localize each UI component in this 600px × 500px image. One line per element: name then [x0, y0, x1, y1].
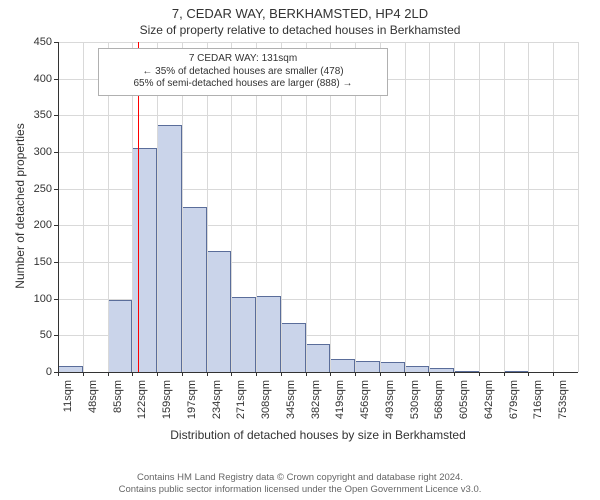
xtick-label: 716sqm: [532, 380, 544, 428]
xtick-mark: [528, 372, 529, 376]
xtick-label: 197sqm: [186, 380, 198, 428]
ytick-mark: [54, 262, 58, 263]
xtick-label: 345sqm: [285, 380, 297, 428]
histogram-bar: [306, 344, 331, 372]
xtick-mark: [355, 372, 356, 376]
xtick-label: 271sqm: [235, 380, 247, 428]
xtick-label: 568sqm: [433, 380, 445, 428]
xtick-label: 159sqm: [161, 380, 173, 428]
xtick-mark: [157, 372, 158, 376]
xtick-label: 234sqm: [211, 380, 223, 428]
xtick-mark: [405, 372, 406, 376]
annot-line-3: 65% of semi-detached houses are larger (…: [105, 78, 381, 91]
ytick-label: 450: [28, 36, 52, 48]
histogram-bar: [182, 207, 207, 372]
ytick-mark: [54, 42, 58, 43]
ytick-label: 300: [28, 146, 52, 158]
gridline-v: [429, 42, 430, 372]
xtick-label: 11sqm: [62, 380, 74, 428]
gridline-v: [479, 42, 480, 372]
histogram-bar: [355, 361, 380, 372]
xtick-mark: [207, 372, 208, 376]
ytick-mark: [54, 225, 58, 226]
xtick-label: 382sqm: [310, 380, 322, 428]
xtick-label: 530sqm: [409, 380, 421, 428]
attribution-text: Contains HM Land Registry data © Crown c…: [0, 472, 600, 496]
ytick-label: 100: [28, 293, 52, 305]
xtick-label: 308sqm: [260, 380, 272, 428]
histogram-bar: [108, 300, 133, 372]
gridline-v: [454, 42, 455, 372]
xtick-label: 605sqm: [458, 380, 470, 428]
gridline-v: [504, 42, 505, 372]
gridline-h: [58, 115, 578, 116]
xtick-label: 85sqm: [112, 380, 124, 428]
ytick-mark: [54, 152, 58, 153]
x-axis-label: Distribution of detached houses by size …: [58, 428, 578, 442]
histogram-bar: [231, 297, 256, 372]
gridline-v: [83, 42, 84, 372]
y-axis-spine: [58, 42, 59, 372]
histogram-bar: [330, 359, 355, 372]
gridline-v: [405, 42, 406, 372]
xtick-mark: [231, 372, 232, 376]
xtick-mark: [454, 372, 455, 376]
chart-title: Size of property relative to detached ho…: [0, 21, 600, 37]
xtick-label: 456sqm: [359, 380, 371, 428]
ytick-mark: [54, 189, 58, 190]
histogram-bar: [132, 148, 157, 372]
xtick-mark: [479, 372, 480, 376]
ytick-label: 350: [28, 109, 52, 121]
xtick-label: 493sqm: [384, 380, 396, 428]
x-axis-spine: [58, 372, 578, 373]
gridline-h: [58, 42, 578, 43]
ytick-mark: [54, 335, 58, 336]
xtick-mark: [132, 372, 133, 376]
xtick-mark: [380, 372, 381, 376]
chart-suptitle: 7, CEDAR WAY, BERKHAMSTED, HP4 2LD: [0, 0, 600, 21]
annot-line-1: 7 CEDAR WAY: 131sqm: [105, 53, 381, 66]
ytick-mark: [54, 79, 58, 80]
attribution-line-1: Contains HM Land Registry data © Crown c…: [137, 472, 463, 483]
attribution-line-2: Contains public sector information licen…: [119, 484, 482, 495]
annotation-box: 7 CEDAR WAY: 131sqm← 35% of detached hou…: [98, 48, 388, 96]
xtick-mark: [83, 372, 84, 376]
xtick-mark: [281, 372, 282, 376]
histogram-bar: [207, 251, 232, 372]
xtick-mark: [182, 372, 183, 376]
xtick-mark: [504, 372, 505, 376]
xtick-label: 642sqm: [483, 380, 495, 428]
ytick-label: 400: [28, 73, 52, 85]
ytick-label: 150: [28, 256, 52, 268]
xtick-label: 753sqm: [557, 380, 569, 428]
gridline-v: [553, 42, 554, 372]
histogram-bar: [157, 125, 182, 372]
histogram-bar: [380, 362, 405, 372]
ytick-mark: [54, 115, 58, 116]
annot-line-2: ← 35% of detached houses are smaller (47…: [105, 66, 381, 79]
histogram-bar: [256, 296, 281, 372]
xtick-mark: [306, 372, 307, 376]
ytick-label: 250: [28, 183, 52, 195]
gridline-v: [578, 42, 579, 372]
xtick-mark: [330, 372, 331, 376]
ytick-label: 0: [28, 366, 52, 378]
chart-container: 7, CEDAR WAY, BERKHAMSTED, HP4 2LD Size …: [0, 0, 600, 500]
gridline-v: [528, 42, 529, 372]
xtick-mark: [256, 372, 257, 376]
xtick-label: 679sqm: [508, 380, 520, 428]
xtick-label: 122sqm: [136, 380, 148, 428]
xtick-mark: [429, 372, 430, 376]
xtick-mark: [553, 372, 554, 376]
y-axis-label: Number of detached properties: [13, 86, 27, 326]
ytick-mark: [54, 299, 58, 300]
xtick-label: 419sqm: [334, 380, 346, 428]
histogram-bar: [281, 323, 306, 372]
ytick-label: 200: [28, 219, 52, 231]
xtick-label: 48sqm: [87, 380, 99, 428]
ytick-label: 50: [28, 329, 52, 341]
xtick-mark: [108, 372, 109, 376]
xtick-mark: [58, 372, 59, 376]
